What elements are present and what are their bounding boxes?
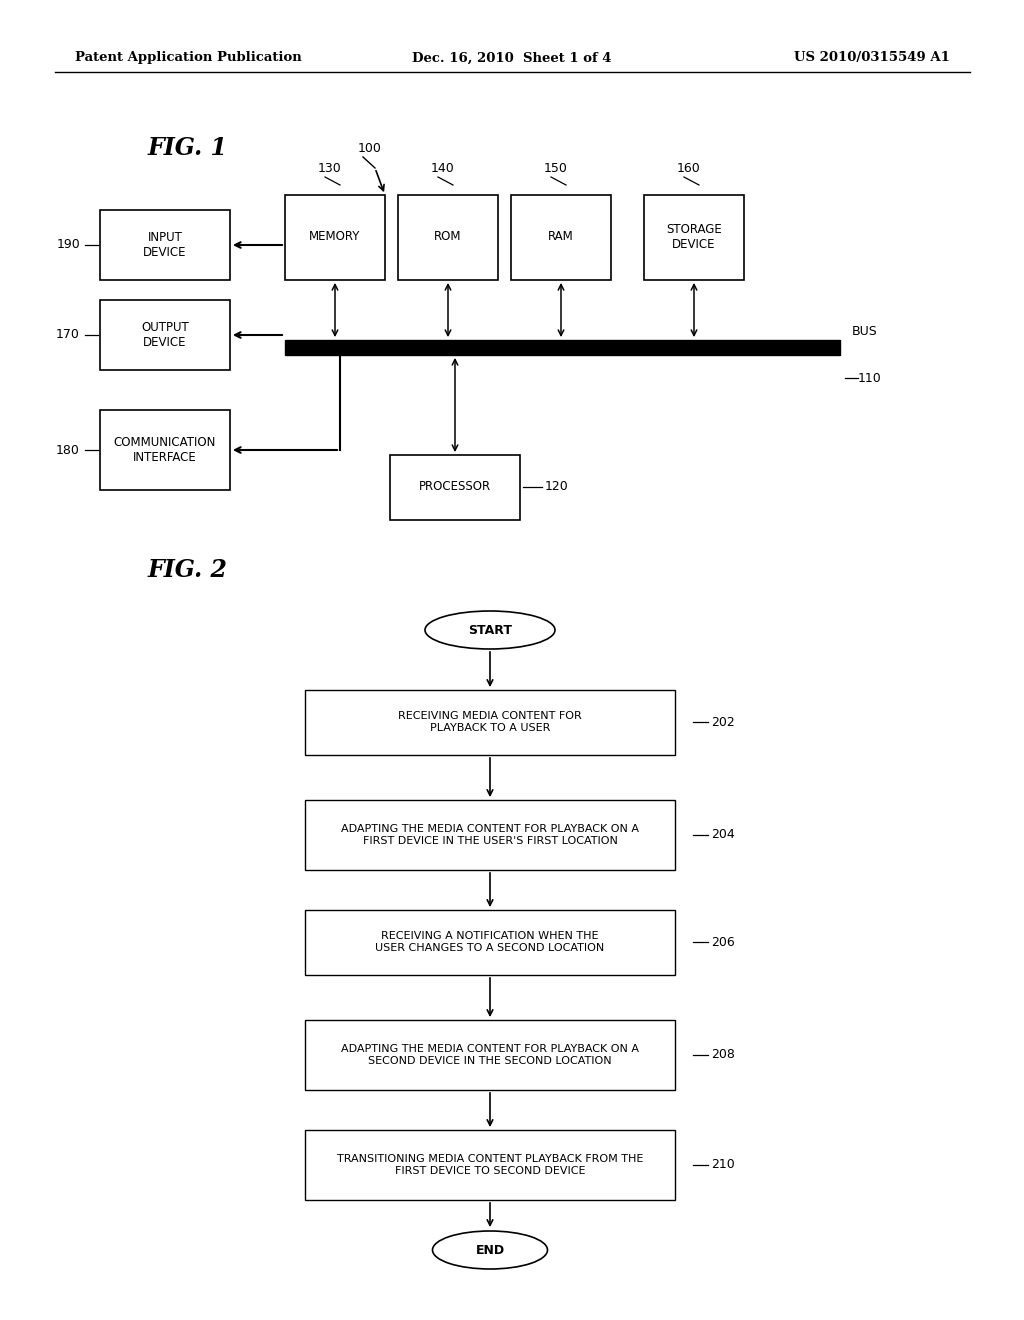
Text: 206: 206 — [711, 936, 735, 949]
Bar — [511, 195, 611, 280]
Bar — [285, 341, 840, 355]
Bar — [305, 909, 675, 975]
Ellipse shape — [425, 611, 555, 649]
Bar — [390, 455, 520, 520]
Bar — [305, 1020, 675, 1090]
Text: 204: 204 — [711, 829, 735, 842]
Bar — [398, 195, 498, 280]
Text: 140: 140 — [431, 162, 455, 176]
Text: INPUT
DEVICE: INPUT DEVICE — [143, 231, 186, 259]
Text: STORAGE
DEVICE: STORAGE DEVICE — [667, 223, 722, 251]
Text: 190: 190 — [56, 239, 80, 252]
Text: ROM: ROM — [434, 231, 462, 243]
Text: PROCESSOR: PROCESSOR — [419, 480, 492, 494]
Text: 210: 210 — [711, 1159, 735, 1172]
Text: 130: 130 — [318, 162, 342, 176]
Text: RECEIVING MEDIA CONTENT FOR
PLAYBACK TO A USER: RECEIVING MEDIA CONTENT FOR PLAYBACK TO … — [398, 711, 582, 733]
Text: ADAPTING THE MEDIA CONTENT FOR PLAYBACK ON A
FIRST DEVICE IN THE USER'S FIRST LO: ADAPTING THE MEDIA CONTENT FOR PLAYBACK … — [341, 824, 639, 846]
Text: 208: 208 — [711, 1048, 735, 1061]
Bar — [305, 800, 675, 870]
Text: ADAPTING THE MEDIA CONTENT FOR PLAYBACK ON A
SECOND DEVICE IN THE SECOND LOCATIO: ADAPTING THE MEDIA CONTENT FOR PLAYBACK … — [341, 1044, 639, 1065]
Text: START: START — [468, 623, 512, 636]
Text: Patent Application Publication: Patent Application Publication — [75, 51, 302, 65]
Text: US 2010/0315549 A1: US 2010/0315549 A1 — [795, 51, 950, 65]
Text: RAM: RAM — [548, 231, 573, 243]
Text: MEMORY: MEMORY — [309, 231, 360, 243]
Text: RECEIVING A NOTIFICATION WHEN THE
USER CHANGES TO A SECOND LOCATION: RECEIVING A NOTIFICATION WHEN THE USER C… — [376, 931, 604, 953]
Text: END: END — [475, 1243, 505, 1257]
Text: COMMUNICATION
INTERFACE: COMMUNICATION INTERFACE — [114, 436, 216, 465]
Text: 160: 160 — [677, 162, 700, 176]
Text: 170: 170 — [56, 329, 80, 342]
Bar — [305, 1130, 675, 1200]
Bar — [100, 210, 230, 280]
Text: OUTPUT
DEVICE: OUTPUT DEVICE — [141, 321, 188, 348]
Text: 150: 150 — [544, 162, 568, 176]
Text: FIG. 2: FIG. 2 — [148, 558, 228, 582]
Bar — [285, 195, 385, 280]
Text: 110: 110 — [858, 371, 882, 384]
Bar — [100, 411, 230, 490]
Text: 120: 120 — [545, 480, 568, 494]
Bar — [100, 300, 230, 370]
Bar — [305, 690, 675, 755]
Ellipse shape — [432, 1232, 548, 1269]
Text: 202: 202 — [711, 715, 735, 729]
Text: FIG. 1: FIG. 1 — [148, 136, 228, 160]
Text: 180: 180 — [56, 444, 80, 457]
Text: 100: 100 — [358, 141, 382, 154]
Text: TRANSITIONING MEDIA CONTENT PLAYBACK FROM THE
FIRST DEVICE TO SECOND DEVICE: TRANSITIONING MEDIA CONTENT PLAYBACK FRO… — [337, 1154, 643, 1176]
Text: Dec. 16, 2010  Sheet 1 of 4: Dec. 16, 2010 Sheet 1 of 4 — [413, 51, 611, 65]
Bar — [644, 195, 744, 280]
Text: BUS: BUS — [852, 325, 878, 338]
